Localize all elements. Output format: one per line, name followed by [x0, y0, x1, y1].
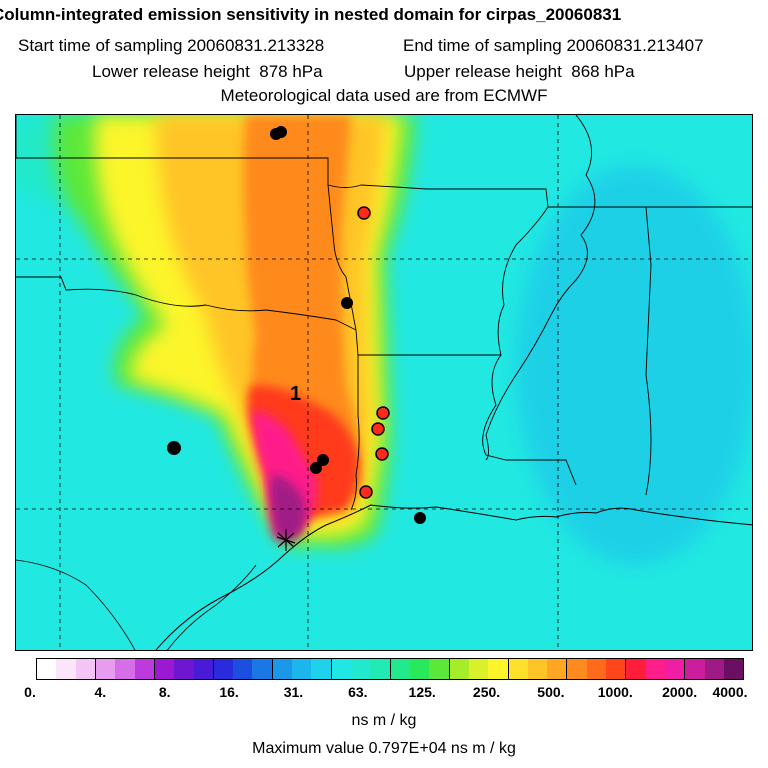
lower-release-height: Lower release height 878 hPa: [92, 62, 323, 81]
colorbar-tick-label: 4.: [94, 684, 107, 700]
marker-red: [357, 206, 371, 220]
colorbar-segment: [134, 659, 155, 679]
colorbar-segment: [665, 659, 686, 679]
colorbar-segment: [626, 659, 646, 679]
colorbar-segment: [468, 659, 489, 679]
river-boundary: [485, 115, 596, 461]
colorbar-segment: [527, 659, 548, 679]
maximum-value: Maximum value 0.797E+04 ns m / kg: [252, 740, 516, 757]
colorbar-segment: [508, 659, 528, 679]
marker-red: [375, 447, 389, 461]
end-time: End time of sampling 20060831.213407: [403, 36, 704, 55]
colorbar-segment: [567, 659, 587, 679]
colorbar-segment: [174, 659, 194, 679]
receptor-markers: [167, 126, 426, 524]
colorbar-segment: [311, 659, 332, 679]
colorbar-tick-label: 125.: [408, 684, 436, 700]
colorbar-segment: [351, 659, 371, 679]
colorbar-tick-label: 500.: [537, 684, 565, 700]
colorbar-segment: [213, 659, 234, 679]
marker-black: [167, 441, 181, 455]
colorbar-tick-label: 63.: [348, 684, 368, 700]
colorbar-units: ns m / kg: [351, 712, 417, 729]
title-block: Column-integrated emission sensitivity i…: [0, 0, 768, 112]
marker-black: [414, 512, 426, 524]
emission-plume: [53, 115, 416, 549]
mexico-border: [16, 559, 136, 650]
colorbar-segment: [645, 659, 665, 679]
colorbar-segment: [331, 659, 351, 679]
colorbar-tick-label: 8.: [158, 684, 171, 700]
plot-title: Column-integrated emission sensitivity i…: [0, 5, 622, 24]
lat-lon-grid: [16, 115, 752, 650]
lower-sensitivity-region: [516, 165, 752, 565]
colorbar-segment: [37, 659, 57, 679]
upper-release-height: Upper release height 868 hPa: [404, 62, 635, 81]
gulf-coastline: [155, 504, 752, 650]
map-label-marker: 1: [290, 383, 301, 405]
barrier-island-line: [167, 564, 257, 650]
colorbar-segment: [704, 659, 724, 679]
start-time: Start time of sampling 20060831.213328: [18, 36, 325, 55]
colorbar-segment: [723, 659, 744, 679]
colorbar-segment: [154, 659, 175, 679]
colorbar-segment: [115, 659, 135, 679]
marker-black: [275, 126, 287, 138]
colorbar-segment: [390, 659, 410, 679]
marker-red: [376, 406, 390, 420]
marker-black: [310, 462, 322, 474]
colorbar-segment: [409, 659, 430, 679]
colorbar-tick-label: 2000.: [662, 684, 698, 700]
colorbar-segment: [252, 659, 273, 679]
colorbar-segment: [488, 659, 509, 679]
colorbar-segment: [272, 659, 293, 679]
colorbar-tick-label: 31.: [283, 684, 304, 700]
colorbar-tick-label: 250.: [472, 684, 501, 700]
colorbar-tick-label: 16.: [219, 684, 239, 700]
marker-red: [371, 422, 385, 436]
marker-black: [317, 454, 329, 466]
colorbar-segment: [547, 659, 568, 679]
colorbar-tick-label: 1000.: [597, 684, 633, 700]
colorbar-segment: [586, 659, 607, 679]
marker-red: [359, 485, 373, 499]
colorbar-segment: [606, 659, 627, 679]
colorbar-segment: [429, 659, 450, 679]
colorbar-segment: [370, 659, 391, 679]
marker-black: [341, 297, 353, 309]
colorbar-segment: [233, 659, 253, 679]
colorbar-tick-label: 4000.: [712, 684, 748, 700]
met-data-source: Meteorological data used are from ECMWF: [220, 86, 548, 105]
colorbar-segment: [193, 659, 214, 679]
release-point-star-icon: [276, 529, 296, 551]
colorbar-segment: [95, 659, 116, 679]
colorbar-segment: [75, 659, 96, 679]
colorbar: [36, 658, 744, 680]
colorbar-segment: [56, 659, 76, 679]
colorbar-segment: [449, 659, 469, 679]
colorbar-segment: [685, 659, 705, 679]
colorbar-tick-label: 0.: [24, 684, 36, 700]
colorbar-segment: [292, 659, 312, 679]
state-boundaries: [16, 115, 752, 511]
sensitivity-map: 1: [15, 114, 753, 651]
